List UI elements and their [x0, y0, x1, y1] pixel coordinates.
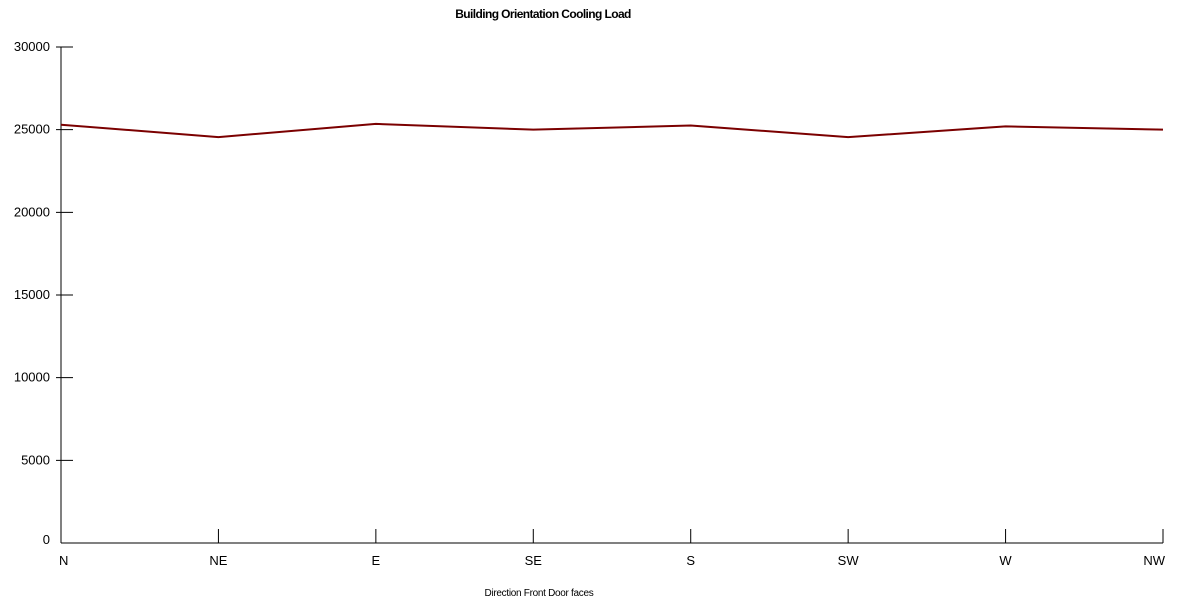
x-tick-label: NE [209, 553, 227, 568]
x-axis: N NE E SE S SW W NW [59, 529, 1166, 568]
y-tick-label: 0 [43, 532, 50, 547]
x-tick-label: SE [525, 553, 543, 568]
x-tick-label: W [999, 553, 1012, 568]
y-tick-label: 25000 [14, 122, 50, 137]
x-tick-label: E [372, 553, 381, 568]
x-tick-label: SW [838, 553, 860, 568]
chart-title: Building Orientation Cooling Load [455, 7, 631, 21]
x-axis-label: Direction Front Door faces [485, 588, 594, 599]
y-tick-label: 15000 [14, 287, 50, 302]
y-tick-label: 20000 [14, 204, 50, 219]
y-axis: 0 5000 10000 15000 20000 25000 30000 [14, 39, 73, 547]
y-tick-label: 10000 [14, 370, 50, 385]
y-tick-label: 5000 [21, 452, 50, 467]
x-tick-label: NW [1143, 553, 1165, 568]
y-tick-label: 30000 [14, 39, 50, 54]
x-tick-label: S [686, 553, 695, 568]
x-tick-label: N [59, 553, 68, 568]
series-line [60, 122, 1164, 139]
series-group [60, 122, 1164, 139]
